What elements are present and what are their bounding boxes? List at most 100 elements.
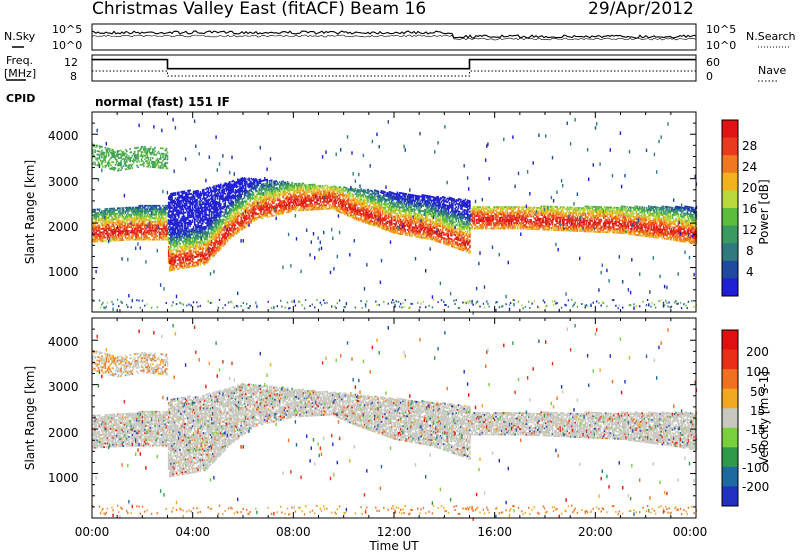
power-cell [353, 190, 356, 193]
power-cell [161, 208, 163, 211]
power-cell [176, 259, 179, 262]
power-cell [140, 151, 143, 154]
power-cell [242, 226, 245, 228]
power-cell [242, 217, 245, 219]
power-cell [165, 229, 168, 232]
power-cell [241, 193, 244, 195]
power-cell [218, 216, 221, 219]
power-cell [260, 205, 263, 207]
power-cell [204, 242, 206, 244]
power-cell [230, 188, 232, 191]
power-cell [213, 249, 215, 252]
power-cell [190, 201, 193, 204]
power-cell [173, 224, 176, 227]
power-cell [188, 248, 190, 251]
power-cell [101, 162, 103, 164]
power-cell [282, 196, 284, 199]
power-cell [311, 192, 314, 195]
power-cell [133, 215, 136, 218]
power-cell [299, 193, 301, 196]
power-cell [272, 186, 274, 189]
power-cell [99, 145, 102, 148]
power-cell [138, 226, 140, 228]
power-cell [224, 212, 227, 215]
power-cell [281, 200, 283, 202]
power-cell [176, 206, 179, 208]
power-cell [183, 267, 186, 269]
power-cell [188, 246, 190, 249]
power-cell [122, 208, 125, 211]
power-cell [217, 233, 220, 236]
power-cell [198, 221, 201, 224]
power-cell [195, 264, 197, 267]
power-cell [275, 214, 278, 216]
power-cell [105, 141, 107, 146]
power-cell [297, 200, 299, 203]
power-cell [240, 225, 242, 228]
power-cell [101, 153, 103, 155]
power-cell [293, 183, 296, 185]
power-cell [114, 216, 117, 219]
power-cell [225, 197, 228, 199]
power-cell [146, 204, 148, 207]
power-cell [201, 254, 204, 257]
power-cell [316, 203, 318, 205]
power-cell [233, 186, 236, 188]
power-cell [240, 218, 242, 221]
power-cell [237, 190, 239, 193]
power-cell [169, 248, 171, 251]
power-cell [129, 238, 131, 241]
power-cell [94, 217, 96, 220]
power-cell [124, 168, 127, 171]
power-cell [198, 209, 201, 211]
power-cell [346, 209, 349, 211]
power-cell [286, 301, 289, 304]
power-cell [241, 221, 244, 224]
power-cell [324, 204, 326, 207]
power-cell [209, 210, 212, 213]
power-cell [130, 208, 133, 211]
power-cell [135, 154, 137, 156]
power-cell [156, 228, 159, 230]
power-cell [149, 151, 152, 154]
power-cell [273, 207, 275, 210]
power-cell [161, 220, 163, 223]
power-cell [268, 196, 271, 198]
power-cell [92, 226, 94, 229]
power-cell [147, 148, 150, 150]
power-cell [212, 220, 214, 223]
power-cell [165, 154, 168, 157]
power-cell [129, 157, 131, 159]
power-cell [285, 202, 288, 205]
power-cell [246, 195, 248, 197]
power-cell [162, 208, 164, 211]
noise-search-label: N.Search [746, 30, 796, 43]
power-cell [180, 251, 182, 254]
power-cell [126, 221, 128, 223]
power-cell [268, 190, 271, 193]
power-cell [239, 228, 241, 231]
power-cell [191, 263, 194, 266]
power-cell [114, 221, 117, 224]
power-cell [230, 208, 232, 211]
power-cell [191, 195, 194, 200]
power-cell [208, 248, 211, 251]
power-cell [285, 208, 288, 210]
power-cell [124, 217, 127, 220]
power-cell [241, 228, 244, 231]
power-cell [173, 215, 176, 218]
power-cell [176, 230, 179, 233]
power-cell [315, 204, 317, 207]
power-cell [105, 150, 108, 153]
power-cell [326, 195, 328, 198]
power-cell [200, 255, 203, 257]
power-cell [184, 204, 187, 207]
power-cell [259, 194, 262, 197]
power-cell [238, 229, 240, 231]
power-cell [229, 207, 231, 210]
power-cell [292, 201, 295, 203]
power-cell [186, 216, 188, 219]
power-cell [187, 223, 189, 226]
power-cell [180, 205, 182, 208]
power-cell [277, 190, 280, 193]
